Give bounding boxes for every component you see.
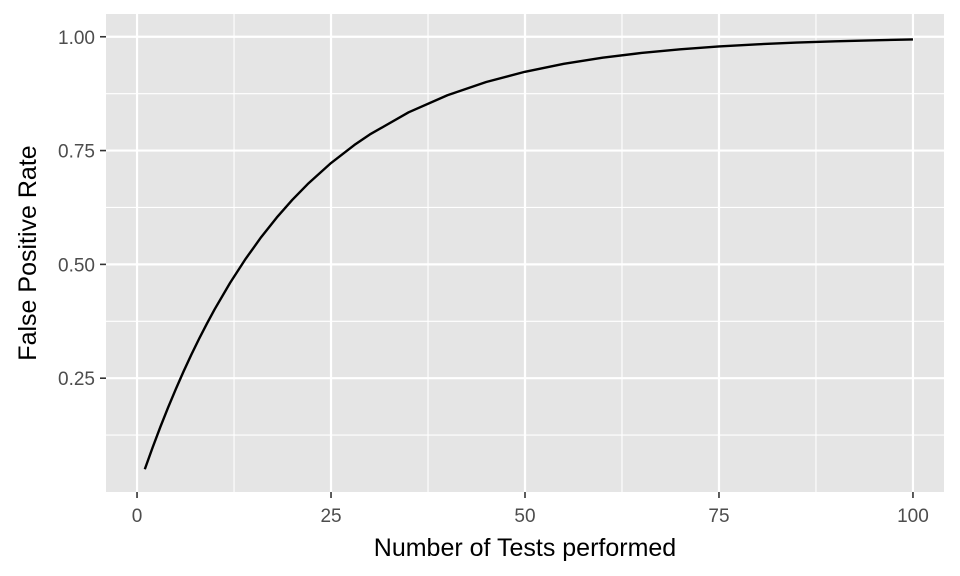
x-tick-label: 100 xyxy=(897,506,929,527)
y-tick-label: 1.00 xyxy=(58,28,95,49)
x-axis-title: Number of Tests performed xyxy=(374,534,676,562)
y-axis-title: False Positive Rate xyxy=(14,145,42,360)
x-tick-label: 0 xyxy=(132,506,143,527)
x-tick-label: 25 xyxy=(320,506,341,527)
series-line xyxy=(143,38,913,470)
x-axis: 0 25 50 75 100 xyxy=(132,492,929,527)
y-tick-label: 0.50 xyxy=(58,255,95,276)
major-grid xyxy=(106,14,944,492)
y-axis: 0.25 0.50 0.75 1.00 xyxy=(58,28,106,390)
y-tick-label: 0.25 xyxy=(58,369,95,390)
x-tick-label: 75 xyxy=(708,506,729,527)
y-tick-label: 0.75 xyxy=(58,142,95,163)
series-layer xyxy=(143,38,913,470)
x-tick-label: 50 xyxy=(514,506,535,527)
